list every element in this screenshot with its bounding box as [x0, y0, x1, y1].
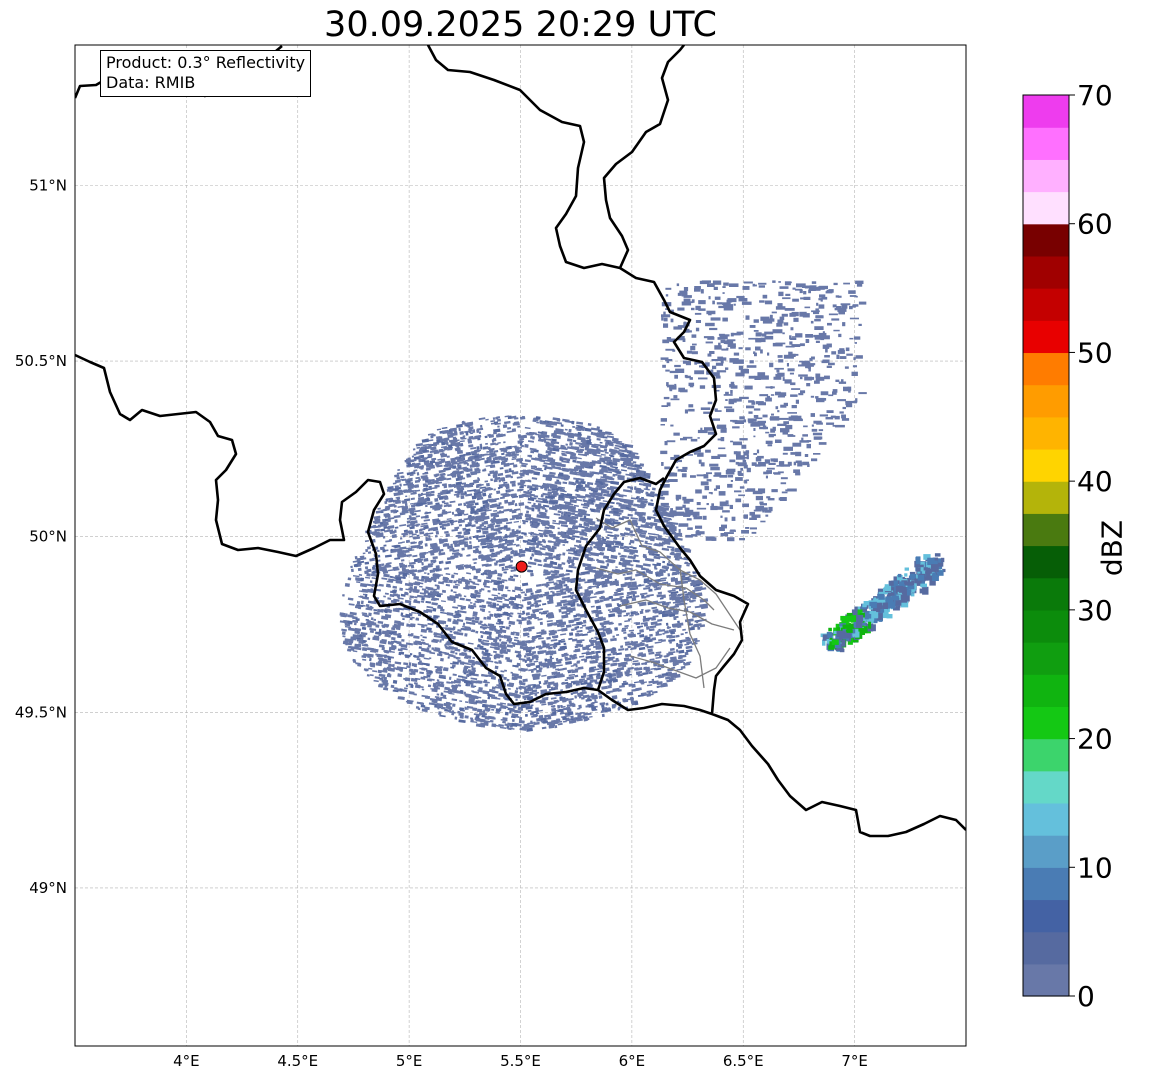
- colorbar-segment: [1023, 867, 1069, 901]
- lon-tick-label: 5°E: [396, 1052, 423, 1070]
- colorbar-segment: [1023, 448, 1069, 482]
- colorbar-frame: [1022, 94, 1070, 997]
- longitude-ticks: 4°E 4.5°E 5°E 5.5°E 6°E 6.5°E 7°E: [173, 1052, 868, 1070]
- colorbar-segment: [1023, 835, 1069, 868]
- colorbar-label: dBZ: [1095, 519, 1129, 577]
- colorbar-segment: [1023, 191, 1069, 225]
- lon-tick-label: 5.5°E: [500, 1052, 541, 1070]
- colorbar-segment: [1023, 384, 1069, 418]
- colorbar-segment: [1023, 95, 1069, 128]
- colorbar-tick-label: 50: [1077, 336, 1113, 369]
- lat-tick-label: 51°N: [29, 176, 67, 194]
- colorbar-ticks: 0 10 20 30 40 50 60 70: [1069, 79, 1113, 1013]
- colorbar-segment: [1023, 416, 1069, 450]
- colorbar-segment: [1023, 642, 1069, 675]
- colorbar-segment: [1023, 352, 1069, 386]
- colorbar-segment: [1023, 481, 1069, 514]
- lon-tick-label: 4.5°E: [277, 1052, 318, 1070]
- radar-site-marker: [515, 560, 528, 573]
- lat-tick-label: 50.5°N: [15, 352, 67, 370]
- colorbar-segment: [1023, 545, 1069, 579]
- lon-tick-label: 7°E: [841, 1052, 868, 1070]
- product-label: Product: 0.3° Reflectivity: [106, 53, 306, 72]
- colorbar-tick-label: 40: [1077, 465, 1113, 498]
- colorbar: [1022, 94, 1070, 997]
- colorbar-segment: [1023, 320, 1069, 354]
- gridlines: [75, 45, 966, 1046]
- colorbar-tick-label: 0: [1077, 980, 1095, 1013]
- lat-tick-label: 50°N: [29, 528, 67, 546]
- colorbar-segment: [1023, 963, 1069, 997]
- colorbar-segment: [1023, 770, 1069, 804]
- colorbar-segment: [1023, 577, 1069, 611]
- colorbar-segment: [1023, 674, 1069, 707]
- plot-frame: [74, 44, 967, 1047]
- lon-tick-label: 6.5°E: [723, 1052, 764, 1070]
- map-title: 30.09.2025 20:29 UTC: [324, 5, 717, 45]
- colorbar-segment: [1023, 255, 1069, 289]
- lat-tick-label: 49.5°N: [15, 703, 67, 721]
- province-boundaries: [595, 517, 741, 689]
- colorbar-tick-label: 20: [1077, 723, 1113, 756]
- colorbar-segment: [1023, 223, 1069, 257]
- product-info-box: Product: 0.3° Reflectivity Data: RMIB: [100, 50, 312, 97]
- colorbar-tick-label: 30: [1077, 594, 1113, 627]
- colorbar-segment: [1023, 706, 1069, 740]
- colorbar-segment: [1023, 127, 1069, 160]
- storm-cell: [820, 553, 946, 653]
- colorbar-segment: [1023, 738, 1069, 772]
- colorbar-tick-label: 60: [1077, 208, 1113, 241]
- lon-tick-label: 6°E: [619, 1052, 646, 1070]
- colorbar-segment: [1023, 288, 1069, 321]
- lon-tick-label: 4°E: [173, 1052, 200, 1070]
- latitude-ticks: 49°N 49.5°N 50°N 50.5°N 51°N: [15, 176, 67, 896]
- colorbar-segment: [1023, 609, 1069, 643]
- lat-tick-label: 49°N: [29, 879, 67, 897]
- colorbar-tick-label: 70: [1077, 79, 1113, 112]
- colorbar-segment: [1023, 513, 1069, 547]
- colorbar-segment: [1023, 159, 1069, 193]
- colorbar-segment: [1023, 802, 1069, 836]
- colorbar-tick-label: 10: [1077, 851, 1113, 884]
- colorbar-segment: [1023, 931, 1069, 965]
- data-source-label: Data: RMIB: [106, 73, 196, 92]
- colorbar-segment: [1023, 899, 1069, 933]
